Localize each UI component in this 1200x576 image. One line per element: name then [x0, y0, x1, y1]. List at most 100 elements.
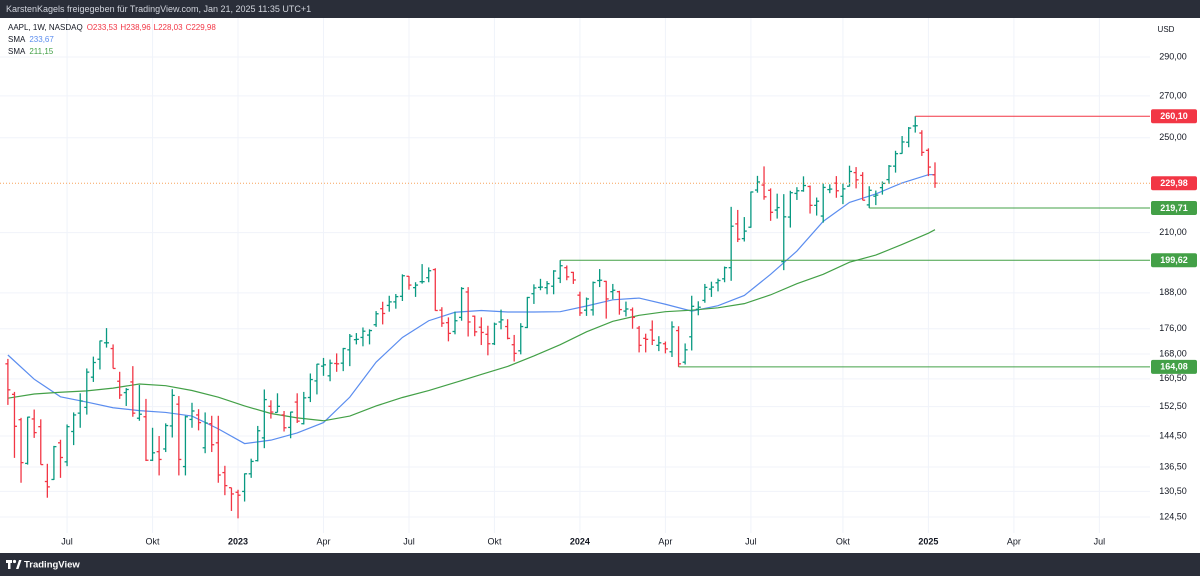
ohlc-bar	[228, 487, 234, 511]
ohlc-bar	[261, 389, 267, 449]
ohlc-bar	[386, 295, 392, 312]
ohlc-bar	[662, 341, 668, 354]
ohlc-bar	[893, 150, 899, 173]
footer-text: TradingView	[24, 560, 80, 571]
legend-ohlc: L228,03	[154, 23, 183, 32]
ohlc-bar	[551, 270, 557, 295]
ohlc-bar	[182, 415, 188, 476]
ohlc-bar	[334, 353, 340, 372]
ohlc-bar	[248, 458, 254, 478]
ohlc-bar	[472, 315, 478, 337]
ohlc-bar	[616, 290, 622, 315]
ohlc-bar	[906, 127, 912, 148]
ohlc-bar	[840, 183, 846, 205]
y-unit: USD	[1158, 25, 1175, 34]
ohlc-bar	[873, 190, 879, 206]
y-tick-label: 290,00	[1159, 51, 1187, 61]
ohlc-bar	[695, 301, 701, 316]
ohlc-bar	[136, 385, 142, 421]
ohlc-bar	[222, 465, 228, 496]
ohlc-bar	[505, 319, 511, 340]
legend-ohlc: H238,96	[120, 23, 151, 32]
legend-value: 233,67	[29, 35, 54, 44]
ohlc-bar	[209, 415, 215, 453]
ohlc-bar	[123, 388, 129, 406]
ohlc-bar	[518, 323, 524, 355]
ohlc-bar	[689, 295, 695, 351]
ohlc-bar	[196, 409, 202, 431]
ohlc-bar	[268, 400, 274, 419]
ohlc-bar	[143, 398, 149, 462]
x-tick-label: Apr	[1007, 536, 1021, 546]
ohlc-bar	[570, 271, 576, 284]
ohlc-bar	[597, 269, 603, 288]
ohlc-bar	[728, 206, 734, 281]
ohlc-bar	[281, 410, 287, 432]
ohlc-bar	[426, 267, 432, 283]
x-tick-label: Jul	[61, 536, 73, 546]
ohlc-bar	[465, 287, 471, 337]
ohlc-bar	[380, 301, 386, 325]
x-tick-label: 2025	[918, 536, 938, 546]
ohlc-bar	[255, 425, 261, 462]
ohlc-bar	[603, 280, 609, 319]
ohlc-bar	[807, 185, 813, 214]
y-tick-label: 270,00	[1159, 90, 1187, 100]
ohlc-bar	[340, 347, 346, 372]
price-label-box	[1151, 253, 1197, 268]
footer-bar	[0, 553, 1200, 576]
ohlc-bar	[314, 363, 320, 395]
ohlc-bar	[57, 439, 63, 478]
ohlc-bar	[215, 415, 221, 483]
ohlc-bar	[564, 265, 570, 281]
ohlc-bar	[301, 391, 307, 425]
ohlc-bar	[912, 116, 918, 133]
ohlc-bar	[827, 184, 833, 194]
ohlc-bar	[110, 344, 116, 370]
sma-line	[7, 173, 936, 445]
grid	[0, 18, 1150, 533]
ohlc-bar	[97, 340, 103, 370]
x-tick-label: Apr	[316, 536, 330, 546]
ohlc-bar	[498, 309, 504, 330]
ohlc-bar	[288, 411, 294, 439]
legend-value: 211,15	[29, 47, 53, 56]
ohlc-bar	[399, 274, 405, 302]
ohlc-bar	[722, 266, 728, 283]
y-tick-label: 144,50	[1159, 430, 1187, 440]
ohlc-bar	[715, 278, 721, 292]
ohlc-bar	[820, 183, 826, 223]
ohlc-bar	[800, 176, 806, 192]
legend-name: SMA	[8, 35, 26, 44]
ohlc-bar	[485, 325, 491, 356]
y-tick-label: 210,00	[1159, 227, 1187, 237]
price-label-box	[1151, 201, 1197, 216]
ohlc-bar	[761, 166, 767, 200]
y-tick-label: 168,00	[1159, 348, 1187, 358]
x-tick-label: Okt	[487, 536, 502, 546]
x-tick-label: Okt	[836, 536, 851, 546]
ohlc-bar	[656, 336, 662, 352]
ohlc-bar	[735, 209, 741, 243]
ohlc-bar	[524, 296, 530, 329]
ohlc-bar	[708, 281, 714, 297]
ohlc-bar	[156, 435, 162, 476]
axes: Jul Okt 2023 Apr Jul Okt 2024 Apr Jul Okt 2025 Apr J…	[61, 25, 1186, 546]
y-tick-label: 124,50	[1159, 511, 1187, 521]
ohlc-bar	[610, 283, 616, 300]
x-tick-label: Jul	[745, 536, 757, 546]
x-tick-label: Okt	[146, 536, 161, 546]
footer-logo	[6, 559, 22, 569]
ohlc-bar	[117, 371, 123, 399]
ohlc-bar	[860, 172, 866, 201]
ohlc-bar	[5, 358, 11, 405]
ohlc-bar	[445, 317, 451, 342]
ohlc-bar	[25, 416, 31, 465]
ohlc-bar	[630, 307, 636, 329]
ohlc-bar	[557, 260, 563, 284]
ohlc-bar	[787, 190, 793, 228]
ohlc-bar	[853, 167, 859, 189]
ohlc-bar	[189, 402, 195, 428]
ohlc-bar	[150, 427, 156, 462]
ohlc-bar	[406, 275, 412, 290]
